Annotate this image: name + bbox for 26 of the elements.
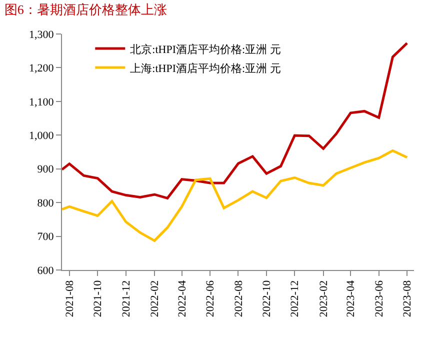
y-tick-label: 1,000 xyxy=(29,130,54,142)
x-tick-label: 2021-12 xyxy=(120,280,132,318)
y-tick-label: 900 xyxy=(37,164,54,176)
line-series xyxy=(62,42,408,200)
legend-label: 上海:tHPI酒店平均价格:亚洲 元 xyxy=(130,62,281,75)
x-tick-label: 2022-04 xyxy=(176,280,188,318)
y-tick-label: 600 xyxy=(37,264,54,277)
x-tick-label: 2023-04 xyxy=(345,280,358,318)
y-tick-label: 700 xyxy=(37,231,54,244)
x-tick-label: 2022-02 xyxy=(149,280,162,318)
chart-title: 图6：暑期酒店价格整体上涨 xyxy=(4,2,167,18)
x-tick-label: 2022-10 xyxy=(261,280,274,318)
legend-label: 北京:tHPI酒店平均价格:亚洲 元 xyxy=(130,42,281,56)
y-tick-label: 1,200 xyxy=(29,62,54,75)
x-tick-label: 2023-06 xyxy=(373,280,386,318)
x-tick-label: 2023-08 xyxy=(402,280,414,318)
x-tick-label: 2021-08 xyxy=(64,280,76,318)
x-tick-label: 2023-02 xyxy=(318,280,330,318)
y-tick-label: 800 xyxy=(37,197,54,210)
y-tick-label: 1,300 xyxy=(29,28,54,41)
x-tick-label: 2021-10 xyxy=(92,280,104,318)
line-series xyxy=(62,149,408,242)
y-tick-label: 1,100 xyxy=(29,96,54,108)
x-tick-label: 2022-08 xyxy=(232,280,245,318)
x-tick-label: 2022-12 xyxy=(289,280,302,318)
x-tick-label: 2022-06 xyxy=(204,280,217,318)
